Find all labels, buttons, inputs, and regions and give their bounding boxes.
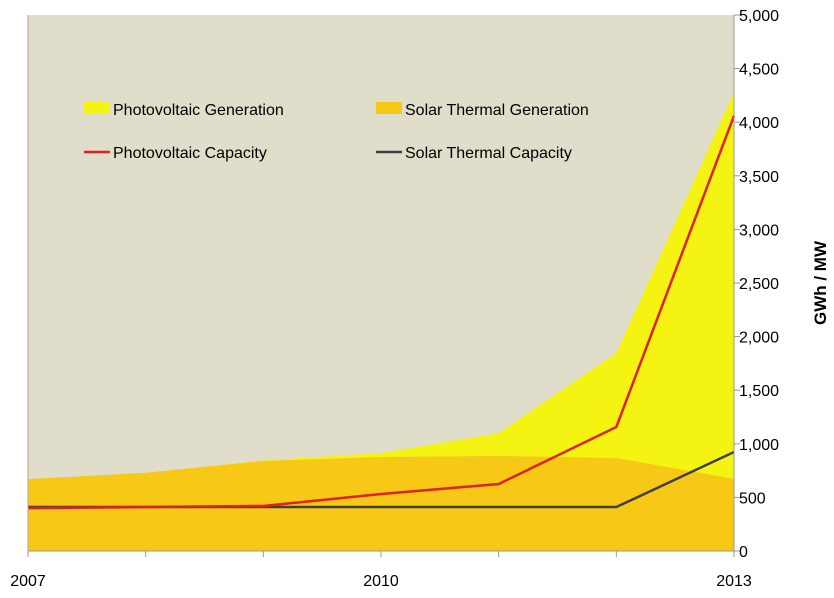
y-tick-label: 5,000 xyxy=(739,8,779,25)
y-tick-label: 4,000 xyxy=(739,115,779,132)
legend-label-photovoltaic-generation: Photovoltaic Generation xyxy=(113,102,284,119)
y-tick-label: 500 xyxy=(739,490,766,507)
legend-label-solar-thermal-generation: Solar Thermal Generation xyxy=(405,102,589,119)
y-tick-label: 1,500 xyxy=(739,383,779,400)
x-tick-label: 2013 xyxy=(716,573,752,590)
area-solar-thermal-generation xyxy=(28,456,734,551)
legend-label-photovoltaic-capacity: Photovoltaic Capacity xyxy=(113,145,267,162)
x-tick-label: 2007 xyxy=(10,573,46,590)
y-tick-label: 0 xyxy=(739,544,748,561)
legend-swatch-photovoltaic-generation xyxy=(84,102,110,114)
line-photovoltaic-capacity xyxy=(27,115,736,510)
legend-label-solar-thermal-capacity: Solar Thermal Capacity xyxy=(405,145,572,162)
y-tick-label: 1,000 xyxy=(739,437,779,454)
y-tick-label: 3,500 xyxy=(739,169,779,186)
y-tick-label: 4,500 xyxy=(739,62,779,79)
legend-swatch-solar-thermal-generation xyxy=(376,102,402,114)
y-axis-label: GWh / MW xyxy=(811,240,830,325)
x-tick-label: 2010 xyxy=(363,573,399,590)
area-photovoltaic-generation xyxy=(28,91,734,480)
y-tick-label: 2,000 xyxy=(739,330,779,347)
y-tick-label: 2,500 xyxy=(739,276,779,293)
y-tick-label: 3,000 xyxy=(739,222,779,239)
